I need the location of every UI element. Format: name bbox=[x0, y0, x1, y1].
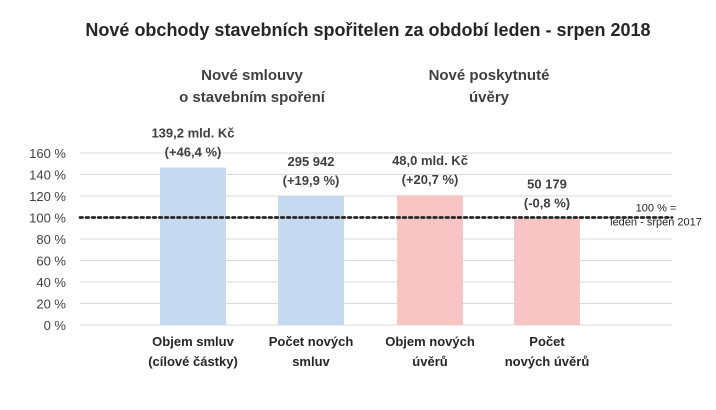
y-tick-label: 60 % bbox=[36, 254, 66, 269]
category-label-line: Počet bbox=[529, 334, 565, 349]
data-label-line: (+19,9 %) bbox=[283, 173, 340, 188]
group-label: Nové smlouvy o stavebním spoření bbox=[179, 67, 326, 106]
data-label-line: 48,0 mld. Kč bbox=[392, 153, 468, 168]
data-labels: 139,2 mld. Kč (+46,4 %) 295 942 (+19,9 %) 48… bbox=[151, 126, 570, 211]
group-label: Nové poskytnuté úvěry bbox=[429, 67, 550, 106]
y-tick-label: 20 % bbox=[36, 297, 66, 312]
category-label-line: Počet nových bbox=[269, 334, 354, 349]
category-label: Počet nových smluv bbox=[269, 334, 354, 369]
group-label-line: úvěry bbox=[469, 89, 510, 106]
category-label: Objem nových úvěrů bbox=[385, 334, 475, 369]
category-label-line: Objem nových bbox=[385, 334, 475, 349]
bar bbox=[160, 167, 226, 325]
data-label-line: 295 942 bbox=[288, 154, 335, 169]
data-label-line: 50 179 bbox=[527, 176, 567, 191]
data-label-line: 139,2 mld. Kč bbox=[151, 126, 234, 141]
data-label: 50 179 (-0,8 %) bbox=[524, 176, 570, 210]
data-label-line: (-0,8 %) bbox=[524, 195, 570, 210]
category-label-line: úvěrů bbox=[412, 354, 447, 369]
bar bbox=[278, 196, 344, 325]
category-label-line: nových úvěrů bbox=[505, 354, 590, 369]
category-label-line: Objem smluv bbox=[152, 334, 234, 349]
y-tick-label: 100 % bbox=[29, 211, 66, 226]
chart-title: Nové obchody stavebních spořitelen za ob… bbox=[85, 20, 650, 40]
group-label-line: o stavebním spoření bbox=[179, 89, 326, 106]
category-label: Objem smluv (cílové částky) bbox=[148, 334, 238, 369]
category-labels: Objem smluv (cílové částky) Počet nových sm… bbox=[148, 334, 589, 369]
y-tick-label: 80 % bbox=[36, 232, 66, 247]
bars bbox=[160, 167, 580, 325]
reference-label: 100 % = leden - srpen 2017 bbox=[610, 203, 702, 229]
data-label-line: (+46,4 %) bbox=[165, 145, 222, 160]
data-label-line: (+20,7 %) bbox=[402, 172, 459, 187]
category-label-line: smluv bbox=[292, 354, 330, 369]
y-tick-label: 120 % bbox=[29, 189, 66, 204]
bar bbox=[397, 195, 463, 325]
y-tick-label: 160 % bbox=[29, 146, 66, 161]
reference-label-line: 100 % = bbox=[636, 203, 677, 215]
y-tick-label: 0 % bbox=[44, 318, 67, 333]
data-label: 48,0 mld. Kč (+20,7 %) bbox=[392, 153, 468, 187]
y-axis-ticks: 0 % 20 % 40 % 60 % 80 % 100 % 120 % 140 % 160 % bbox=[29, 146, 66, 333]
reference-label-line: leden - srpen 2017 bbox=[610, 217, 702, 229]
group-label-line: Nové poskytnuté bbox=[429, 67, 550, 84]
bar bbox=[514, 218, 580, 325]
group-label-line: Nové smlouvy bbox=[201, 67, 303, 84]
data-label: 139,2 mld. Kč (+46,4 %) bbox=[151, 126, 234, 160]
group-labels: Nové smlouvy o stavebním spoření Nové posk… bbox=[179, 67, 549, 106]
category-label-line: (cílové částky) bbox=[148, 354, 238, 369]
data-label: 295 942 (+19,9 %) bbox=[283, 154, 340, 188]
reference-line-group: 100 % = leden - srpen 2017 bbox=[78, 203, 702, 229]
y-tick-label: 140 % bbox=[29, 168, 66, 183]
category-label: Počet nových úvěrů bbox=[505, 334, 590, 369]
y-tick-label: 40 % bbox=[36, 275, 66, 290]
